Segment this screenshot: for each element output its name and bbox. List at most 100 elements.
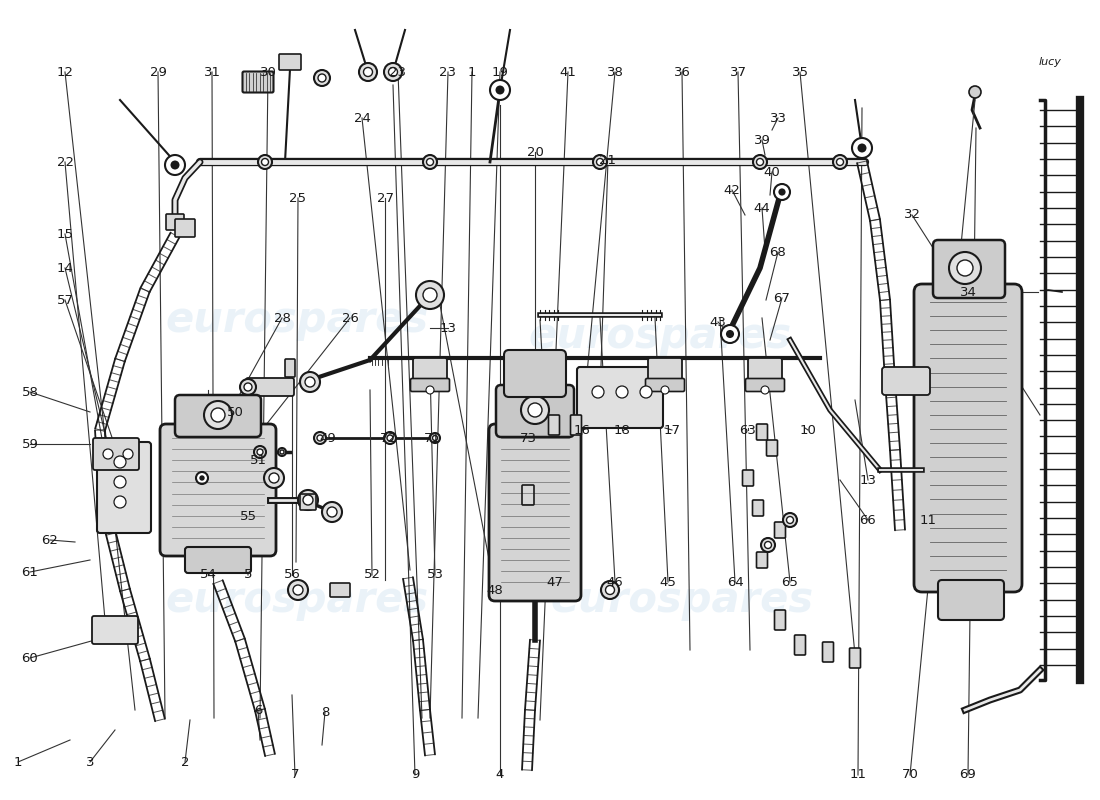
Text: 27: 27 xyxy=(376,191,394,205)
FancyBboxPatch shape xyxy=(97,442,151,533)
Text: 42: 42 xyxy=(724,183,740,197)
Text: 1: 1 xyxy=(468,66,476,78)
Text: 40: 40 xyxy=(763,166,780,178)
Circle shape xyxy=(114,456,126,468)
Text: 69: 69 xyxy=(959,769,977,782)
FancyBboxPatch shape xyxy=(757,424,768,440)
Circle shape xyxy=(858,143,867,153)
Text: 73: 73 xyxy=(519,431,537,445)
Text: 9: 9 xyxy=(410,769,419,782)
Circle shape xyxy=(257,449,263,455)
Circle shape xyxy=(495,86,505,94)
FancyBboxPatch shape xyxy=(160,424,276,556)
Text: 23: 23 xyxy=(389,66,407,78)
Text: 10: 10 xyxy=(800,423,816,437)
Text: 61: 61 xyxy=(22,566,38,578)
Text: eurospares: eurospares xyxy=(550,579,814,621)
Circle shape xyxy=(786,517,793,523)
FancyBboxPatch shape xyxy=(175,395,261,437)
Text: 47: 47 xyxy=(547,575,563,589)
Circle shape xyxy=(264,468,284,488)
Text: 33: 33 xyxy=(770,111,786,125)
FancyBboxPatch shape xyxy=(757,552,768,568)
Text: 35: 35 xyxy=(792,66,808,78)
Circle shape xyxy=(783,513,798,527)
FancyBboxPatch shape xyxy=(330,583,350,597)
Circle shape xyxy=(757,158,763,166)
Text: 54: 54 xyxy=(199,569,217,582)
FancyBboxPatch shape xyxy=(279,54,301,70)
Circle shape xyxy=(424,288,437,302)
Text: 15: 15 xyxy=(56,227,74,241)
Circle shape xyxy=(836,158,844,166)
Text: 59: 59 xyxy=(22,438,38,450)
Circle shape xyxy=(114,496,126,508)
Circle shape xyxy=(764,542,771,549)
Circle shape xyxy=(521,396,549,424)
FancyBboxPatch shape xyxy=(496,385,574,437)
FancyBboxPatch shape xyxy=(914,284,1022,592)
FancyBboxPatch shape xyxy=(774,610,785,630)
Circle shape xyxy=(302,495,313,505)
Text: 1: 1 xyxy=(13,755,22,769)
FancyBboxPatch shape xyxy=(410,378,450,391)
Text: 38: 38 xyxy=(606,66,624,78)
Text: 41: 41 xyxy=(560,66,576,78)
Circle shape xyxy=(593,155,607,169)
Text: 11: 11 xyxy=(920,514,936,526)
Circle shape xyxy=(640,386,652,398)
Circle shape xyxy=(363,67,373,77)
Text: eurospares: eurospares xyxy=(528,315,792,357)
Circle shape xyxy=(605,586,615,594)
Text: 22: 22 xyxy=(56,155,74,169)
FancyBboxPatch shape xyxy=(849,648,860,668)
FancyBboxPatch shape xyxy=(300,494,316,510)
Circle shape xyxy=(305,377,315,387)
Circle shape xyxy=(601,581,619,599)
FancyBboxPatch shape xyxy=(767,440,778,456)
Text: 66: 66 xyxy=(859,514,877,526)
Circle shape xyxy=(278,448,286,456)
FancyBboxPatch shape xyxy=(646,378,684,391)
FancyBboxPatch shape xyxy=(285,359,295,377)
Circle shape xyxy=(536,386,544,394)
Circle shape xyxy=(103,449,113,459)
Circle shape xyxy=(165,155,185,175)
FancyBboxPatch shape xyxy=(742,470,754,486)
Circle shape xyxy=(833,155,847,169)
Circle shape xyxy=(298,490,318,510)
Text: 25: 25 xyxy=(289,191,307,205)
Circle shape xyxy=(270,473,279,483)
Text: 46: 46 xyxy=(606,575,624,589)
Circle shape xyxy=(114,476,126,488)
Circle shape xyxy=(761,386,769,394)
Text: 26: 26 xyxy=(342,311,359,325)
FancyBboxPatch shape xyxy=(571,415,582,435)
Text: 58: 58 xyxy=(22,386,38,398)
Text: 14: 14 xyxy=(56,262,74,274)
Circle shape xyxy=(416,281,444,309)
FancyBboxPatch shape xyxy=(504,350,566,397)
Circle shape xyxy=(359,63,377,81)
Circle shape xyxy=(754,155,767,169)
Circle shape xyxy=(774,184,790,200)
Text: 21: 21 xyxy=(600,154,616,166)
Text: 67: 67 xyxy=(773,291,791,305)
Text: 70: 70 xyxy=(902,769,918,782)
Text: 13: 13 xyxy=(440,322,456,334)
FancyBboxPatch shape xyxy=(242,71,274,93)
Text: 62: 62 xyxy=(42,534,58,546)
Circle shape xyxy=(779,188,785,196)
FancyBboxPatch shape xyxy=(166,214,184,230)
Circle shape xyxy=(254,446,266,458)
Circle shape xyxy=(318,74,326,82)
Text: 71: 71 xyxy=(424,431,440,445)
FancyBboxPatch shape xyxy=(246,378,294,396)
Text: 64: 64 xyxy=(727,575,744,589)
Text: 4: 4 xyxy=(496,769,504,782)
Circle shape xyxy=(490,80,510,100)
Circle shape xyxy=(661,386,669,394)
Circle shape xyxy=(204,401,232,429)
Circle shape xyxy=(262,158,268,166)
Circle shape xyxy=(123,449,133,459)
